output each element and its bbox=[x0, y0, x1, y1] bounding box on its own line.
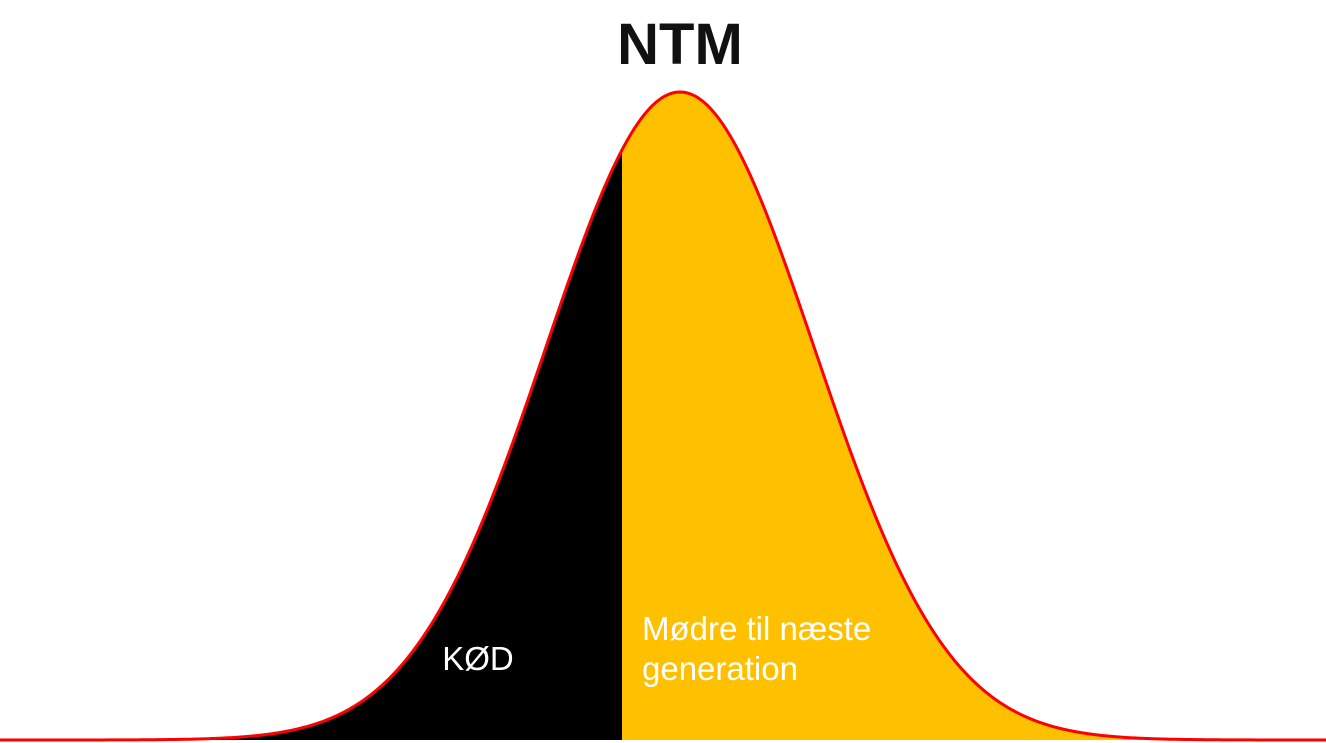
bell-curve bbox=[0, 90, 1326, 742]
right-region bbox=[622, 92, 1195, 740]
left-region bbox=[160, 149, 622, 740]
left-label: KØD bbox=[442, 640, 514, 677]
right-label-line: Mødre til næste bbox=[642, 610, 871, 647]
diagram-title: NTM bbox=[617, 12, 743, 77]
curve-outline bbox=[0, 90, 1326, 742]
right-label-line: generation bbox=[642, 650, 798, 687]
